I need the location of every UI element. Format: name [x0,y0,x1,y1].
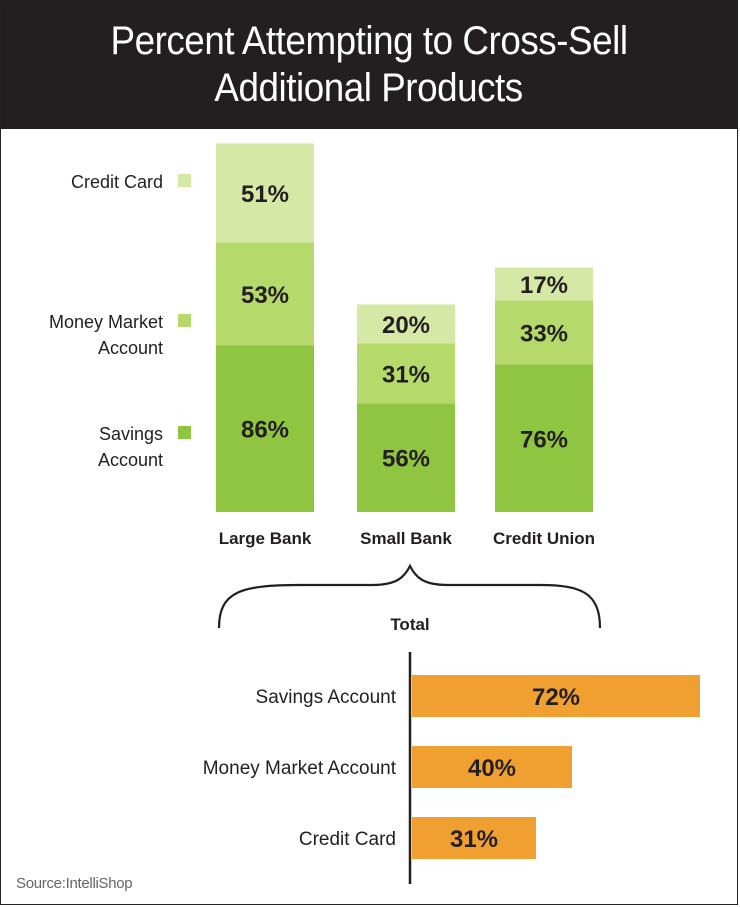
total-value-label-credit-card: 31% [450,826,498,853]
source-note: Source:IntelliShop [16,875,133,892]
legend-label-credit-card-0: Credit Card [71,172,163,192]
value-label-credit-union-savings-account: 76% [520,426,568,453]
total-value-label-money-market-account: 40% [468,755,516,782]
legend-swatch-savings [178,426,191,439]
legend-swatch-money-market [178,314,191,327]
total-category-label-savings-account: Savings Account [256,687,397,708]
value-label-small-bank-money-market-account: 31% [382,361,430,388]
bar-small-bank-money-market-account [357,343,455,404]
title-line-1: Percent Attempting to Cross-Sell [110,19,628,63]
value-label-small-bank-credit-card: 20% [382,312,430,339]
value-label-small-bank-savings-account: 56% [382,446,430,473]
total-bar-money-market-account [412,746,572,788]
bar-large-bank-savings-account [216,345,314,512]
value-label-credit-union-credit-card: 17% [520,272,568,299]
value-label-large-bank-money-market-account: 53% [241,282,289,309]
category-label-credit-union: Credit Union [493,529,595,548]
legend-label-money-market-1: Account [98,338,163,358]
value-label-large-bank-credit-card: 51% [241,181,289,208]
total-category-label-money-market-account: Money Market Account [203,758,397,779]
bar-credit-union-money-market-account [495,300,593,365]
total-title: Total [390,615,429,634]
title-line-2: Additional Products [214,66,524,110]
legend-swatch-credit-card [178,174,191,187]
category-label-small-bank: Small Bank [360,529,452,548]
value-label-large-bank-savings-account: 86% [241,417,289,444]
brace-total [217,563,602,629]
category-label-large-bank: Large Bank [219,529,312,548]
bar-large-bank-money-market-account [216,242,314,346]
value-label-credit-union-money-market-account: 33% [520,321,568,348]
bar-credit-union-savings-account [495,364,593,512]
legend-label-savings-0: Savings [99,424,163,444]
bar-small-bank-credit-card [357,304,455,344]
bar-small-bank-savings-account [357,403,455,512]
total-value-label-savings-account: 72% [532,684,580,711]
bar-credit-union-credit-card [495,267,593,301]
bar-large-bank-credit-card [216,143,314,243]
total-bar-credit-card [412,817,536,859]
total-bar-savings-account [412,675,700,717]
legend-label-money-market-0: Money Market [49,312,163,332]
legend-label-savings-1: Account [98,450,163,470]
total-category-label-credit-card: Credit Card [299,829,396,850]
chart-title: Percent Attempting to Cross-Sell Additio… [1,1,737,129]
